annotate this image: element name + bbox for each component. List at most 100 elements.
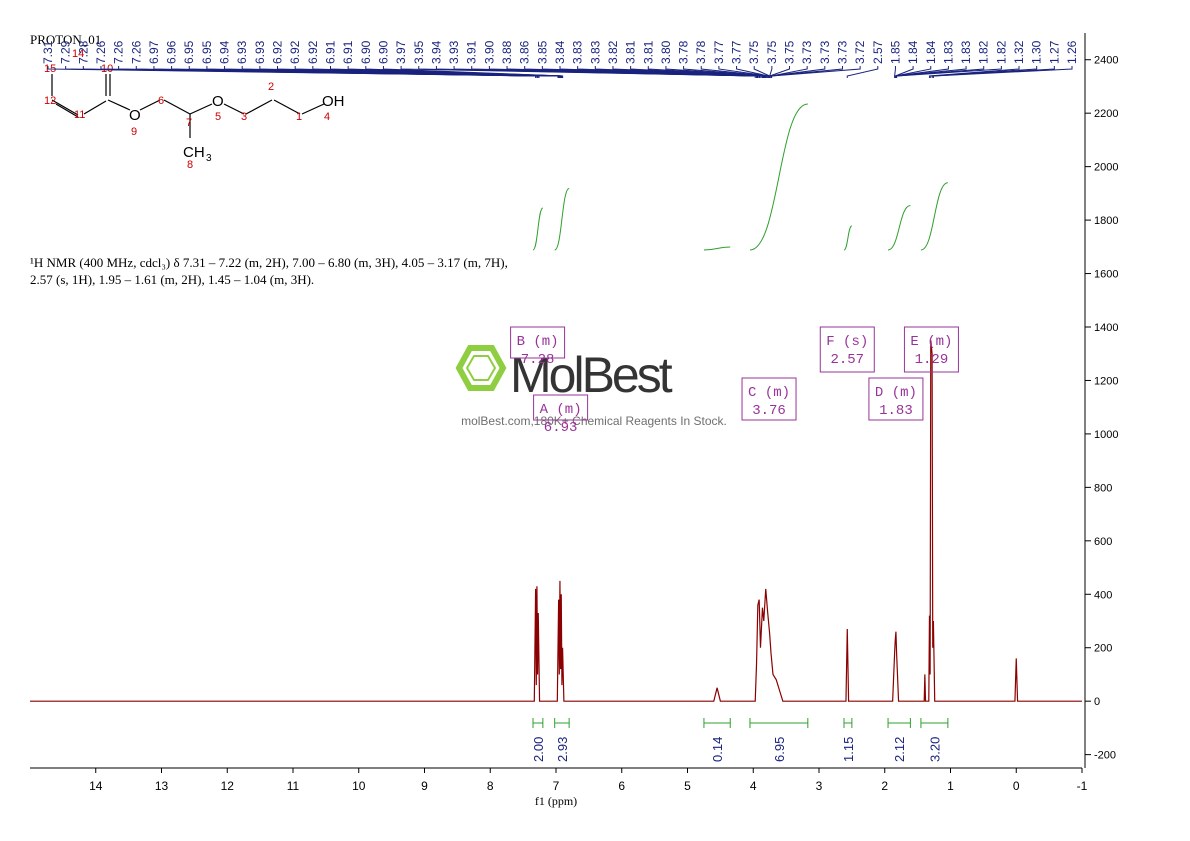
integral-curve bbox=[887, 204, 911, 251]
x-tick-label: 4 bbox=[750, 779, 757, 793]
peak-label: 7.26 bbox=[94, 40, 108, 64]
peak-label: 6.97 bbox=[147, 40, 161, 64]
atom-number: 12 bbox=[44, 95, 56, 107]
multiplet-box bbox=[510, 326, 566, 359]
structure-labels: O OH O CH 3 15 14 12 11 10 9 6 7 8 5 3 2… bbox=[44, 48, 345, 171]
multiplet-box bbox=[903, 326, 959, 373]
peak-label: 7.29 bbox=[59, 40, 73, 64]
integral-curve bbox=[703, 246, 731, 251]
chart-title: PROTON_01 bbox=[30, 32, 101, 47]
peak-label: 1.32 bbox=[1012, 40, 1026, 64]
peak-label: 6.92 bbox=[288, 40, 302, 64]
peak-label: 1.26 bbox=[1065, 40, 1079, 64]
peak-label: 3.73 bbox=[800, 40, 814, 64]
peak-connector bbox=[736, 66, 769, 78]
integral-curve bbox=[554, 187, 570, 251]
multiplet-box bbox=[533, 394, 589, 421]
peak-label: 3.85 bbox=[535, 40, 549, 64]
peak-connector bbox=[894, 66, 932, 78]
watermark: MolBest molBest.com,180K+ Chemical Reage… bbox=[455, 345, 727, 428]
peak-label: 3.81 bbox=[624, 40, 638, 64]
integral-label: 1.15 bbox=[841, 737, 856, 762]
multiplet-box bbox=[819, 326, 875, 373]
peak-label: 3.75 bbox=[783, 40, 797, 64]
multiplet-label: A (m) bbox=[540, 402, 582, 418]
integral-label: 2.12 bbox=[892, 737, 907, 762]
peak-connector bbox=[896, 66, 1002, 78]
peak-label: 3.83 bbox=[571, 40, 585, 64]
integral-curve bbox=[749, 103, 808, 251]
atom-number: 9 bbox=[131, 126, 137, 138]
peak-label: 6.92 bbox=[271, 40, 285, 64]
atom-number: 8 bbox=[187, 159, 193, 171]
peak-label: 1.82 bbox=[977, 40, 991, 64]
x-tick-label: -1 bbox=[1077, 779, 1088, 793]
x-tick-label: 8 bbox=[487, 779, 494, 793]
peak-label: 3.72 bbox=[853, 40, 867, 64]
peak-label: 1.82 bbox=[994, 40, 1008, 64]
peak-label: 1.84 bbox=[924, 40, 938, 64]
atom-number: 11 bbox=[74, 109, 85, 121]
x-tick-label: 1 bbox=[947, 779, 954, 793]
peak-label: 3.93 bbox=[447, 40, 461, 64]
x-tick-label: 0 bbox=[1013, 779, 1020, 793]
x-tick-label: 5 bbox=[684, 779, 691, 793]
peak-label: 3.86 bbox=[518, 40, 532, 64]
structure bbox=[51, 74, 325, 138]
y-tick-label: -200 bbox=[1094, 750, 1116, 762]
peak-label: 3.83 bbox=[588, 40, 602, 64]
peak-connector bbox=[930, 66, 1038, 78]
watermark-tagline: molBest.com,180K+ Chemical Reagents In S… bbox=[461, 414, 727, 428]
x-tick-label: 14 bbox=[89, 779, 103, 793]
atom-number: 1 bbox=[296, 111, 302, 123]
peak-label: 6.95 bbox=[182, 40, 196, 64]
y-tick-label: 1400 bbox=[1094, 322, 1118, 334]
peak-connector bbox=[700, 66, 769, 78]
atom-number: 14 bbox=[72, 48, 84, 60]
peak-label: 1.83 bbox=[959, 40, 973, 64]
x-tick-label: 2 bbox=[881, 779, 888, 793]
peak-connector bbox=[928, 66, 1020, 78]
peak-connector bbox=[896, 66, 985, 78]
description: ¹H NMR (400 MHz, cdcl₃) δ 7.31 – 7.22 (m… bbox=[30, 255, 508, 270]
watermark-brand: MolBest bbox=[510, 347, 673, 403]
peak-label: 1.84 bbox=[906, 40, 920, 64]
peak-label: 3.91 bbox=[465, 40, 479, 64]
peak-connector bbox=[894, 66, 896, 78]
multiplet-shift: 3.76 bbox=[752, 403, 786, 419]
peak-label: 1.85 bbox=[888, 40, 902, 64]
atom-number: 3 bbox=[241, 111, 247, 123]
peak-label: 6.92 bbox=[306, 40, 320, 64]
x-tick-label: 11 bbox=[287, 779, 300, 793]
peak-label: 3.78 bbox=[677, 40, 691, 64]
peak-label: 3.80 bbox=[659, 40, 673, 64]
peak-connector bbox=[846, 66, 879, 78]
multiplet-label: F (s) bbox=[826, 334, 868, 350]
peak-label: 3.78 bbox=[694, 40, 708, 64]
atom: O bbox=[212, 93, 224, 110]
multiplet-box bbox=[868, 377, 924, 421]
multiplet-label: C (m) bbox=[748, 385, 790, 401]
peak-label: 7.26 bbox=[112, 40, 126, 64]
integral-label: 0.14 bbox=[710, 737, 725, 762]
y-tick-label: 1600 bbox=[1094, 269, 1118, 281]
y-tick-label: 600 bbox=[1094, 536, 1112, 548]
x-tick-label: 3 bbox=[816, 779, 823, 793]
y-tick-label: 2200 bbox=[1094, 108, 1118, 120]
atom: OH bbox=[322, 93, 345, 110]
integral-curve bbox=[532, 207, 544, 251]
y-tick-label: 1000 bbox=[1094, 429, 1118, 441]
x-tick-label: 9 bbox=[421, 779, 428, 793]
peak-label: 6.90 bbox=[359, 40, 373, 64]
atom-number: 5 bbox=[215, 111, 221, 123]
peak-label: 7.31 bbox=[41, 40, 55, 64]
y-tick-label: 400 bbox=[1094, 589, 1112, 601]
peak-label: 6.93 bbox=[235, 40, 249, 64]
peak-label: 6.96 bbox=[165, 40, 179, 64]
peak-label: 6.95 bbox=[200, 40, 214, 64]
y-tick-label: 0 bbox=[1094, 696, 1100, 708]
multiplet-shift: 1.83 bbox=[879, 403, 913, 419]
atom: CH bbox=[183, 144, 205, 161]
peak-label: 6.90 bbox=[376, 40, 390, 64]
